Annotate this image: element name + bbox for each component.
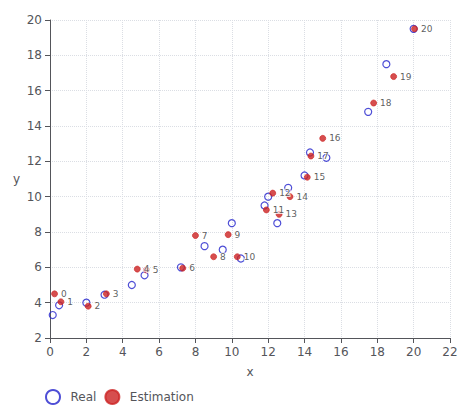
svg-text:7: 7 (202, 231, 208, 241)
svg-text:18: 18 (370, 345, 385, 359)
svg-text:15: 15 (314, 172, 325, 182)
svg-text:0: 0 (61, 289, 67, 299)
svg-text:12: 12 (279, 188, 290, 198)
svg-text:18: 18 (27, 48, 42, 62)
svg-text:Estimation: Estimation (130, 390, 194, 404)
svg-text:16: 16 (333, 345, 348, 359)
svg-text:17: 17 (317, 151, 328, 161)
svg-text:1: 1 (67, 297, 73, 307)
svg-text:20: 20 (406, 345, 421, 359)
svg-text:2: 2 (95, 301, 101, 311)
svg-text:8: 8 (192, 345, 200, 359)
svg-text:16: 16 (329, 133, 341, 143)
svg-text:2: 2 (83, 345, 91, 359)
svg-text:6: 6 (189, 263, 195, 273)
svg-text:9: 9 (235, 230, 241, 240)
svg-text:8: 8 (220, 252, 226, 262)
svg-text:Real: Real (71, 390, 97, 404)
svg-text:19: 19 (400, 72, 412, 82)
svg-text:4: 4 (144, 264, 150, 274)
svg-text:20: 20 (27, 13, 42, 27)
svg-text:6: 6 (155, 345, 163, 359)
svg-text:11: 11 (273, 205, 284, 215)
svg-text:13: 13 (285, 209, 296, 219)
svg-text:22: 22 (442, 345, 457, 359)
svg-text:4: 4 (119, 345, 127, 359)
svg-text:12: 12 (27, 154, 42, 168)
svg-text:2: 2 (34, 331, 42, 345)
svg-text:y: y (13, 172, 20, 186)
svg-text:6: 6 (34, 260, 42, 274)
svg-text:10: 10 (27, 190, 42, 204)
svg-text:3: 3 (113, 289, 119, 299)
svg-text:x: x (246, 365, 253, 379)
svg-text:16: 16 (27, 84, 42, 98)
svg-text:10: 10 (224, 345, 239, 359)
svg-text:10: 10 (244, 252, 256, 262)
svg-text:12: 12 (261, 345, 276, 359)
svg-text:18: 18 (380, 98, 392, 108)
svg-text:4: 4 (34, 296, 42, 310)
svg-text:0: 0 (46, 345, 54, 359)
svg-text:14: 14 (297, 345, 312, 359)
svg-text:8: 8 (34, 225, 42, 239)
svg-text:14: 14 (296, 192, 308, 202)
svg-text:20: 20 (421, 24, 433, 34)
svg-text:5: 5 (153, 265, 159, 275)
svg-text:14: 14 (27, 119, 42, 133)
